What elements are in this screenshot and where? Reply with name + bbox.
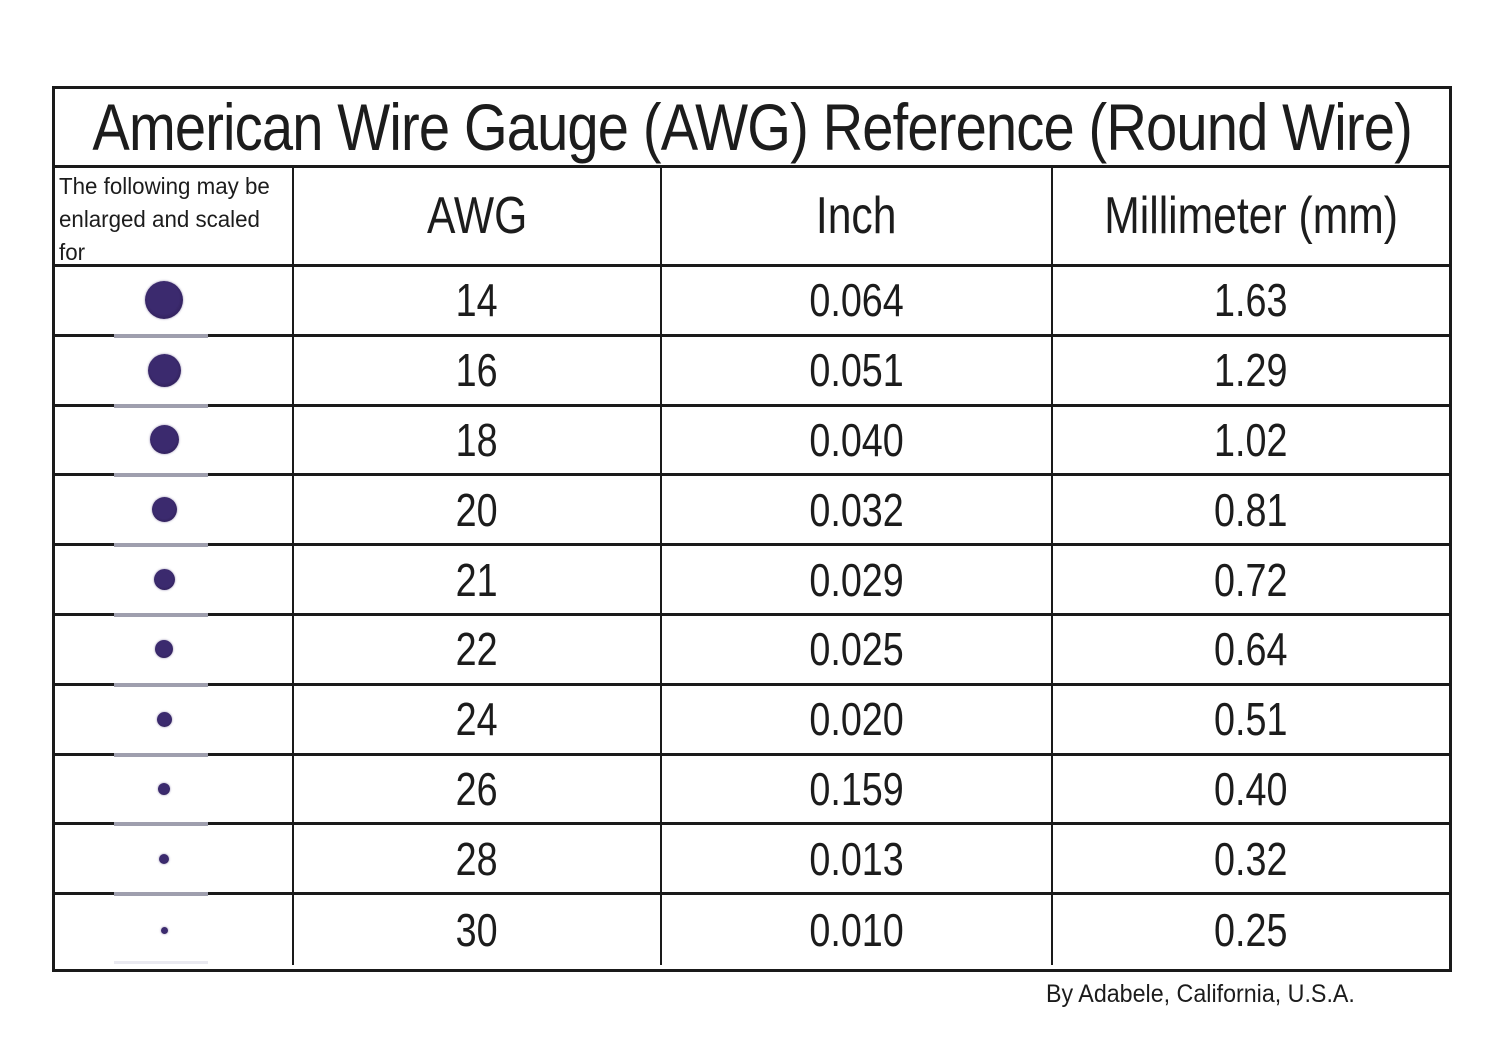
wire-size-dot <box>149 425 179 455</box>
mm-cell: 0.32 <box>1053 825 1449 896</box>
wire-size-dot <box>158 782 170 795</box>
awg-reference-table: American Wire Gauge (AWG) Reference (Rou… <box>52 86 1452 972</box>
inch-cell: 0.040 <box>662 406 1053 477</box>
wire-size-dot <box>153 569 175 591</box>
wire-size-dot-cell <box>55 546 294 616</box>
wire-size-dot <box>145 281 183 320</box>
mm-cell: 0.40 <box>1053 756 1449 826</box>
wire-size-dot-cell <box>55 895 294 965</box>
wire-size-dot-cell <box>55 755 294 826</box>
mm-cell: 1.29 <box>1053 337 1449 407</box>
table-title-bar: American Wire Gauge (AWG) Reference (Rou… <box>55 89 1449 168</box>
awg-cell: 21 <box>294 546 662 616</box>
mm-cell: 0.25 <box>1214 904 1288 957</box>
wire-size-dot <box>159 853 169 864</box>
inch-cell: 0.032 <box>662 476 1053 547</box>
awg-cell: 18 <box>294 406 662 477</box>
inch-cell: 0.025 <box>662 615 1053 686</box>
awg-cell: 22 <box>294 615 662 686</box>
wire-size-dot-cell <box>55 685 294 756</box>
mm-cell: 1.63 <box>1053 267 1449 337</box>
wire-size-dot <box>160 926 168 934</box>
awg-cell: 14 <box>294 267 662 337</box>
wire-size-dot-cell <box>55 476 294 547</box>
awg-cell: 20 <box>294 476 662 547</box>
awg-cell: 26 <box>294 755 662 826</box>
credit-line: By Adabele, California, U.S.A. <box>1046 980 1355 1008</box>
scale-note: The following may be enlarged and scaled… <box>59 173 270 265</box>
column-header-mm: Millimeter (mm) <box>1053 168 1449 267</box>
column-header-awg: AWG <box>294 168 662 267</box>
wire-size-dot-cell <box>55 825 294 896</box>
note-cell: The following may be enlarged and scaled… <box>55 168 294 267</box>
awg-cell: 28 <box>294 825 662 896</box>
wire-size-dot-cell <box>55 267 294 337</box>
inch-cell: 0.020 <box>662 685 1053 756</box>
wire-size-dot <box>147 353 181 387</box>
inch-cell: 0.010 <box>662 895 1053 965</box>
awg-cell: 30 <box>294 895 662 965</box>
column-header-inch: Inch <box>662 168 1053 267</box>
inch-cell: 0.051 <box>662 336 1053 407</box>
page-title: American Wire Gauge (AWG) Reference (Rou… <box>92 90 1412 164</box>
mm-cell: 0.51 <box>1053 686 1449 756</box>
inch-cell: 0.064 <box>662 267 1053 337</box>
mm-cell: 1.02 <box>1053 407 1449 477</box>
inch-cell: 0.013 <box>662 825 1053 896</box>
wire-size-dot-cell <box>55 406 294 477</box>
wire-size-dot-cell <box>55 336 294 407</box>
wire-size-dot <box>156 711 172 727</box>
wire-size-dot <box>151 497 177 523</box>
inch-cell: 0.159 <box>662 755 1053 826</box>
mm-cell: 0.72 <box>1053 546 1449 616</box>
awg-cell: 24 <box>294 685 662 756</box>
awg-cell: 16 <box>294 336 662 407</box>
table-grid: The following may be enlarged and scaled… <box>55 168 1449 965</box>
mm-cell: 0.81 <box>1053 476 1449 547</box>
wire-size-dot-cell <box>55 615 294 686</box>
inch-cell: 0.029 <box>662 546 1053 616</box>
wire-size-dot <box>155 640 173 659</box>
mm-cell: 0.64 <box>1053 616 1449 686</box>
